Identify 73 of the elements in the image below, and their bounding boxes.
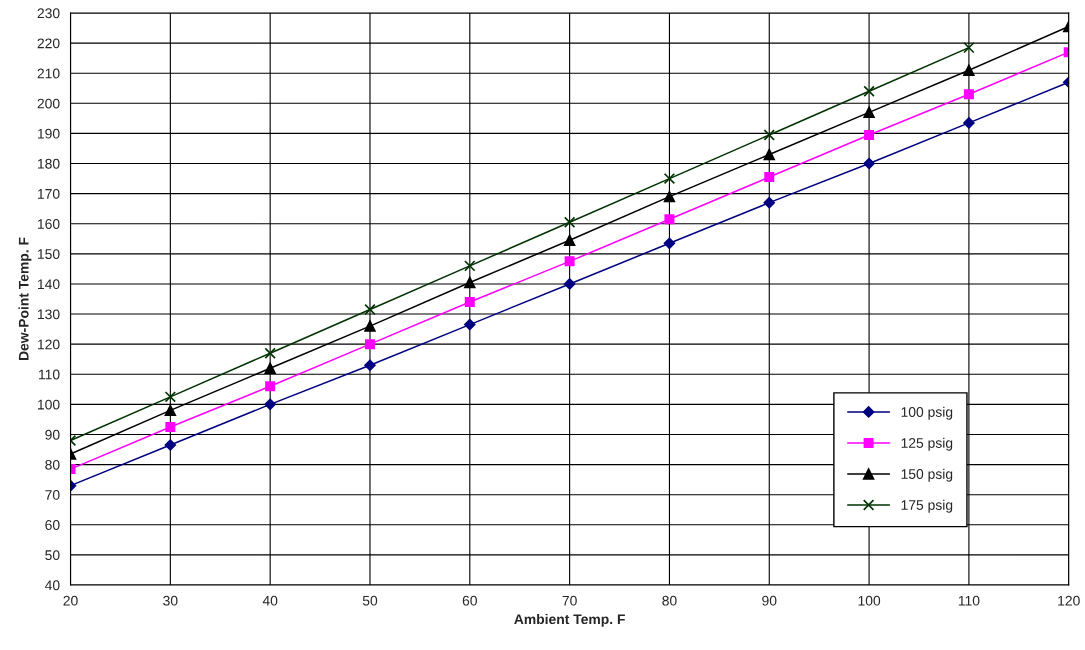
point: [663, 172, 676, 185]
x-tick-label: 90: [762, 595, 777, 606]
point: [863, 85, 875, 97]
y-tick-label: 160: [38, 219, 60, 229]
point: [764, 172, 775, 183]
point: [763, 148, 775, 161]
point: [164, 404, 177, 417]
y-tick-label: 130: [38, 309, 60, 320]
y-tick-label: 140: [38, 279, 60, 290]
y-tick-label: 190: [38, 128, 60, 139]
point: [563, 278, 576, 290]
point: [863, 157, 875, 170]
x-tick-label: 70: [562, 595, 577, 606]
legend-label: 150 psig: [901, 468, 953, 482]
point: [664, 214, 675, 225]
point: [165, 421, 176, 432]
point: [564, 256, 575, 267]
point: [864, 129, 875, 140]
y-tick-label: 80: [45, 459, 60, 470]
point: [863, 106, 875, 119]
y-tick-label: 120: [38, 339, 60, 350]
point: [164, 439, 177, 451]
x-tick-label: 80: [662, 595, 677, 606]
point: [663, 190, 676, 203]
point: [464, 276, 476, 289]
point: [265, 381, 276, 392]
point: [364, 303, 376, 316]
point: [364, 359, 376, 371]
point: [563, 234, 576, 246]
y-tick-label: 110: [39, 369, 60, 380]
y-tick-label: 220: [37, 38, 60, 49]
legend-label: 175 psig: [901, 499, 953, 513]
y-tick-label: 40: [44, 580, 60, 591]
x-tick-label: 50: [362, 595, 378, 606]
point: [464, 297, 475, 308]
y-tick-label: 90: [45, 429, 60, 440]
y-tick-label: 50: [45, 550, 60, 561]
x-tick-label: 20: [63, 595, 78, 606]
y-tick-label: 60: [45, 520, 60, 530]
y-tick-label: 170: [38, 188, 60, 199]
y-tick-label: 180: [38, 158, 60, 169]
x-tick-label: 100: [858, 595, 881, 606]
point: [264, 347, 276, 359]
point: [464, 318, 476, 331]
y-tick-label: 230: [37, 8, 60, 19]
point: [364, 320, 376, 332]
y-tick-label: 100: [38, 399, 60, 410]
x-tick-label: 110: [958, 595, 980, 606]
point: [963, 89, 974, 100]
point: [464, 260, 476, 272]
y-tick-label: 150: [38, 249, 60, 260]
point: [164, 391, 177, 403]
y-tick-label: 200: [37, 98, 60, 109]
legend-label: 125 psig: [901, 437, 953, 451]
point: [963, 41, 975, 54]
point: [663, 237, 676, 250]
point: [963, 64, 975, 76]
x-tick-label: 40: [262, 595, 278, 606]
x-tick-label: 120: [1058, 595, 1080, 606]
y-axis-title: Dew-Point Temp. F: [18, 237, 32, 361]
x-tick-label: 30: [163, 595, 178, 606]
y-tick-label: 210: [37, 68, 60, 79]
point: [264, 362, 276, 374]
legend-label: 100 psig: [901, 406, 953, 420]
x-tick-label: 60: [462, 595, 477, 606]
point: [763, 196, 776, 209]
point: [563, 216, 576, 228]
point: [963, 117, 975, 129]
point: [264, 398, 276, 411]
point: [364, 339, 375, 350]
point: [763, 129, 775, 141]
x-axis-title: Ambient Temp. F: [514, 613, 625, 627]
y-tick-label: 70: [45, 490, 60, 500]
